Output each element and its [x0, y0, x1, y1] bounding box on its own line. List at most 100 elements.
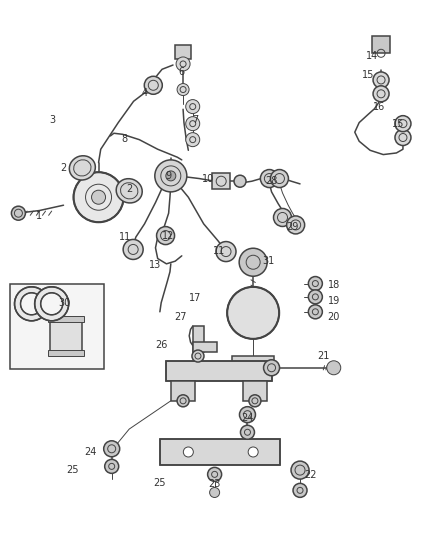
Circle shape	[227, 287, 279, 339]
Text: 25: 25	[66, 465, 78, 475]
Text: 11: 11	[119, 232, 131, 242]
Bar	[48, 316, 84, 322]
Circle shape	[186, 133, 200, 147]
Bar	[232, 356, 274, 368]
Circle shape	[273, 208, 292, 227]
Bar	[193, 326, 204, 352]
Text: 8: 8	[122, 134, 128, 143]
Circle shape	[293, 483, 307, 497]
Circle shape	[192, 350, 204, 362]
Text: 18: 18	[328, 280, 340, 290]
Bar	[171, 381, 195, 401]
Bar	[10, 284, 104, 369]
Circle shape	[208, 467, 222, 481]
Text: 24: 24	[241, 414, 254, 423]
Circle shape	[240, 425, 254, 439]
Circle shape	[264, 360, 279, 376]
Text: 10: 10	[202, 174, 214, 183]
Circle shape	[21, 293, 42, 315]
Text: 4: 4	[141, 88, 148, 98]
Bar	[160, 439, 280, 465]
Text: 23: 23	[208, 479, 221, 489]
Circle shape	[104, 441, 120, 457]
Text: 19: 19	[328, 296, 340, 306]
Bar	[193, 342, 217, 352]
Circle shape	[166, 171, 176, 181]
Text: 7: 7	[192, 115, 198, 125]
Text: 12: 12	[162, 231, 175, 240]
Circle shape	[373, 72, 389, 88]
Circle shape	[308, 305, 322, 319]
Circle shape	[248, 447, 258, 457]
Circle shape	[184, 447, 193, 457]
Bar	[166, 361, 272, 381]
Circle shape	[92, 190, 106, 204]
Circle shape	[177, 84, 189, 95]
Circle shape	[395, 116, 411, 132]
Circle shape	[186, 117, 200, 131]
Circle shape	[176, 57, 190, 71]
Circle shape	[156, 227, 175, 245]
Circle shape	[308, 277, 322, 290]
Text: 13: 13	[149, 261, 162, 270]
Text: 15: 15	[392, 119, 405, 128]
Circle shape	[234, 175, 246, 187]
Circle shape	[249, 395, 261, 407]
Text: 25: 25	[154, 478, 166, 488]
Text: 2: 2	[60, 163, 67, 173]
Text: 22: 22	[305, 471, 317, 480]
Text: 17: 17	[189, 294, 201, 303]
Circle shape	[327, 361, 341, 375]
Circle shape	[74, 172, 124, 222]
Text: 24: 24	[85, 447, 97, 457]
Text: 16: 16	[373, 102, 385, 111]
Bar	[50, 320, 82, 352]
Ellipse shape	[116, 179, 142, 203]
Circle shape	[14, 287, 49, 321]
Text: 2: 2	[126, 184, 132, 194]
Circle shape	[240, 407, 255, 423]
Circle shape	[286, 216, 305, 234]
Circle shape	[41, 293, 63, 315]
Circle shape	[260, 169, 279, 188]
Text: 11: 11	[213, 246, 225, 255]
Circle shape	[177, 395, 189, 407]
Text: 28: 28	[265, 176, 278, 186]
Bar	[175, 45, 191, 59]
Text: 3: 3	[49, 115, 56, 125]
Text: 31: 31	[262, 256, 274, 266]
Ellipse shape	[69, 156, 95, 180]
Circle shape	[395, 130, 411, 146]
Circle shape	[239, 248, 267, 276]
Circle shape	[210, 488, 219, 497]
Text: 14: 14	[366, 51, 378, 61]
Text: 21: 21	[317, 351, 329, 360]
Circle shape	[291, 461, 309, 479]
Text: 9: 9	[166, 171, 172, 181]
Text: 15: 15	[362, 70, 374, 79]
Circle shape	[35, 287, 69, 321]
Text: 30: 30	[59, 298, 71, 308]
Bar	[48, 350, 84, 356]
Bar	[243, 381, 267, 401]
Circle shape	[144, 76, 162, 94]
Bar	[166, 361, 272, 381]
Circle shape	[123, 239, 143, 260]
Circle shape	[155, 160, 187, 192]
Circle shape	[11, 206, 25, 220]
Text: 1: 1	[36, 211, 42, 221]
Circle shape	[186, 100, 200, 114]
Text: 6: 6	[179, 67, 185, 77]
Circle shape	[270, 169, 289, 188]
Text: 27: 27	[174, 312, 187, 322]
Bar	[212, 173, 230, 189]
Circle shape	[105, 459, 119, 473]
Bar	[160, 439, 280, 465]
Text: 20: 20	[328, 312, 340, 322]
Circle shape	[308, 290, 322, 304]
Bar	[372, 36, 390, 53]
Circle shape	[216, 241, 236, 262]
Circle shape	[373, 86, 389, 102]
Text: 26: 26	[155, 341, 167, 350]
Text: 29: 29	[286, 222, 299, 231]
